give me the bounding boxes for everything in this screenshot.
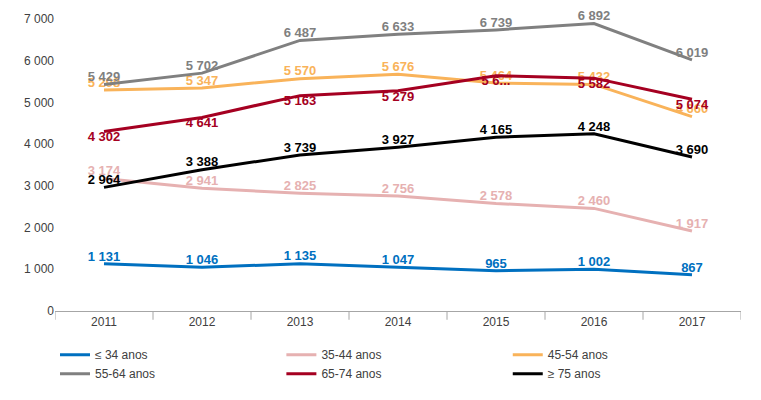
svg-text:2 000: 2 000 bbox=[24, 221, 54, 235]
svg-text:65-74 anos: 65-74 anos bbox=[321, 367, 381, 381]
svg-text:1 046: 1 046 bbox=[186, 252, 219, 267]
svg-text:2016: 2016 bbox=[581, 315, 608, 329]
svg-text:2 578: 2 578 bbox=[480, 188, 513, 203]
svg-text:1 047: 1 047 bbox=[382, 252, 415, 267]
svg-text:6 487: 6 487 bbox=[284, 25, 317, 40]
svg-text:35-44 anos: 35-44 anos bbox=[321, 348, 381, 362]
svg-text:3 739: 3 739 bbox=[284, 140, 317, 155]
svg-text:3 174: 3 174 bbox=[88, 163, 121, 178]
svg-text:6 000: 6 000 bbox=[24, 54, 54, 68]
svg-text:≤ 34 anos: ≤ 34 anos bbox=[95, 348, 148, 362]
svg-text:5 464: 5 464 bbox=[480, 68, 513, 83]
svg-text:5 429: 5 429 bbox=[88, 69, 121, 84]
svg-text:2 825: 2 825 bbox=[284, 178, 317, 193]
svg-text:45-54 anos: 45-54 anos bbox=[548, 348, 608, 362]
svg-text:867: 867 bbox=[681, 260, 703, 275]
svg-text:3 690: 3 690 bbox=[676, 142, 709, 157]
svg-text:2011: 2011 bbox=[91, 315, 117, 329]
svg-text:5 702: 5 702 bbox=[186, 58, 219, 73]
svg-text:2 964: 2 964 bbox=[88, 172, 121, 187]
svg-text:1 917: 1 917 bbox=[676, 216, 709, 231]
svg-text:3 927: 3 927 bbox=[382, 132, 415, 147]
svg-text:1 135: 1 135 bbox=[284, 248, 317, 263]
svg-text:3 000: 3 000 bbox=[24, 179, 54, 193]
svg-text:5 074: 5 074 bbox=[676, 97, 709, 112]
svg-text:4 248: 4 248 bbox=[578, 119, 611, 134]
svg-text:5 347: 5 347 bbox=[186, 73, 219, 88]
svg-text:1 002: 1 002 bbox=[578, 254, 611, 269]
svg-text:4 302: 4 302 bbox=[88, 129, 121, 144]
svg-text:2012: 2012 bbox=[189, 315, 216, 329]
svg-text:5 676: 5 676 bbox=[382, 59, 415, 74]
svg-text:6 892: 6 892 bbox=[578, 8, 611, 23]
svg-text:6 739: 6 739 bbox=[480, 15, 513, 30]
svg-text:55-64 anos: 55-64 anos bbox=[95, 367, 155, 381]
svg-text:2015: 2015 bbox=[483, 315, 510, 329]
svg-text:1 131: 1 131 bbox=[88, 249, 121, 264]
svg-text:6 633: 6 633 bbox=[382, 19, 415, 34]
svg-text:2 460: 2 460 bbox=[578, 193, 611, 208]
svg-text:6 019: 6 019 bbox=[676, 45, 709, 60]
svg-text:2017: 2017 bbox=[679, 315, 706, 329]
svg-text:≥ 75 anos: ≥ 75 anos bbox=[548, 367, 601, 381]
svg-text:4 641: 4 641 bbox=[186, 115, 219, 130]
svg-text:5 582: 5 582 bbox=[578, 76, 611, 91]
svg-text:5 432: 5 432 bbox=[578, 69, 611, 84]
svg-text:4 000: 4 000 bbox=[24, 137, 54, 151]
svg-text:965: 965 bbox=[485, 256, 507, 271]
svg-text:5 163: 5 163 bbox=[284, 93, 317, 108]
svg-text:0: 0 bbox=[47, 304, 54, 318]
svg-text:2014: 2014 bbox=[385, 315, 412, 329]
svg-text:7 000: 7 000 bbox=[24, 12, 54, 26]
svg-text:4 165: 4 165 bbox=[480, 122, 513, 137]
svg-text:2 941: 2 941 bbox=[186, 173, 219, 188]
svg-text:5 279: 5 279 bbox=[382, 89, 415, 104]
svg-text:5 298: 5 298 bbox=[88, 75, 121, 90]
svg-text:4 660: 4 660 bbox=[676, 101, 709, 116]
svg-text:2013: 2013 bbox=[287, 315, 314, 329]
svg-text:3 388: 3 388 bbox=[186, 154, 219, 169]
svg-text:5 000: 5 000 bbox=[24, 96, 54, 110]
svg-text:2 756: 2 756 bbox=[382, 181, 415, 196]
svg-text:5 6...: 5 6... bbox=[482, 73, 511, 88]
svg-text:1 000: 1 000 bbox=[24, 262, 54, 276]
svg-text:5 570: 5 570 bbox=[284, 63, 317, 78]
